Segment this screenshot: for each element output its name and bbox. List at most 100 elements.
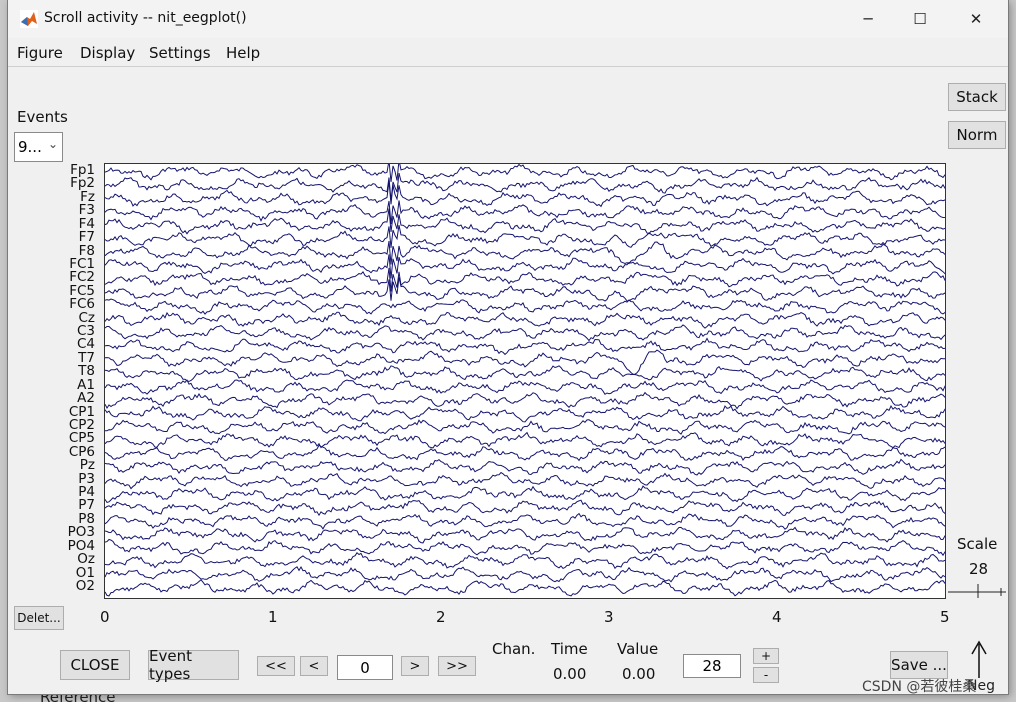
value-label: Value	[617, 640, 659, 658]
trace-p8	[105, 512, 945, 530]
eeg-traces	[105, 164, 945, 597]
matlab-icon	[20, 10, 38, 28]
trace-fc5	[105, 277, 945, 302]
scroll-prev-button[interactable]: <	[300, 656, 328, 676]
spacing-increase-button[interactable]: +	[753, 648, 779, 664]
scale-label: Scale	[957, 535, 998, 553]
menu-help[interactable]: Help	[226, 44, 261, 62]
spacing-decrease-button[interactable]: -	[753, 667, 779, 683]
channel-label-p8: P8	[78, 510, 95, 527]
trace-oz	[105, 552, 945, 570]
trace-t7	[105, 349, 945, 375]
trace-cp6	[105, 444, 945, 462]
channel-label-po3: PO3	[67, 524, 95, 541]
trace-p4	[105, 485, 945, 503]
title-bar[interactable]: Scroll activity -- nit_eegplot() ─ ☐ ✕	[8, 0, 1008, 38]
trace-po3	[105, 526, 945, 544]
trace-c3	[105, 324, 945, 342]
trace-c4	[105, 337, 945, 356]
channel-label-cp6: CP6	[68, 443, 95, 460]
x-tick-label: 3	[604, 608, 614, 626]
neg-label: Neg	[967, 678, 995, 694]
maximize-button[interactable]: ☐	[913, 10, 927, 28]
menu-figure[interactable]: Figure	[17, 44, 63, 62]
scroll-last-button[interactable]: >>	[438, 656, 476, 676]
chevron-down-icon: ⌄	[47, 137, 58, 151]
trace-p7	[105, 499, 945, 517]
channel-label-cz: Cz	[78, 309, 95, 326]
trace-fc2	[105, 267, 945, 292]
channel-label-a1: A1	[77, 376, 95, 393]
channel-label-cp5: CP5	[68, 430, 95, 447]
trace-f4	[105, 208, 945, 235]
menu-bar: Figure Display Settings Help	[8, 38, 1008, 67]
close-button[interactable]: CLOSE	[60, 650, 130, 680]
eeg-plot-area[interactable]	[104, 163, 946, 599]
save-button[interactable]: Save ...	[890, 651, 948, 679]
trace-p3	[105, 471, 945, 490]
time-label: Time	[551, 640, 588, 658]
trace-o2	[105, 579, 945, 597]
scale-bar-icon	[948, 584, 1006, 598]
channel-label-po4: PO4	[67, 537, 95, 554]
channel-label-cp1: CP1	[68, 403, 95, 420]
minimize-button[interactable]: ─	[863, 10, 873, 28]
channel-label-fc1: FC1	[69, 255, 95, 272]
trace-fz	[105, 181, 945, 208]
events-selected-value: 9...	[18, 138, 42, 156]
events-label: Events	[17, 108, 68, 126]
menu-settings[interactable]: Settings	[149, 44, 211, 62]
channel-label-o1: O1	[75, 564, 95, 581]
trace-f7	[105, 225, 945, 248]
trace-cp1	[105, 404, 945, 423]
trace-fp1	[105, 164, 945, 183]
channel-label-f7: F7	[78, 229, 95, 246]
norm-button[interactable]: Norm	[948, 121, 1006, 149]
x-tick-label: 4	[772, 608, 782, 626]
position-input[interactable]: 0	[337, 655, 393, 680]
channel-label-f3: F3	[78, 202, 95, 219]
trace-f3	[105, 200, 945, 224]
channel-label-fp1: Fp1	[70, 162, 95, 178]
x-tick-label: 5	[940, 608, 950, 626]
trace-fc1	[105, 254, 945, 279]
scroll-first-button[interactable]: <<	[257, 656, 295, 676]
trace-cp5	[105, 431, 945, 449]
trace-o1	[105, 565, 945, 583]
events-dropdown[interactable]: 9... ⌄	[14, 132, 63, 162]
channel-label-f8: F8	[78, 242, 95, 259]
channel-label-t7: T7	[78, 349, 95, 366]
up-arrow-icon	[971, 640, 987, 678]
delete-button[interactable]: Delet...	[14, 606, 64, 630]
trace-t8	[105, 365, 945, 382]
channel-label-oz: Oz	[77, 551, 95, 568]
close-window-button[interactable]: ✕	[969, 10, 983, 28]
trace-f8	[105, 241, 945, 265]
channel-label-p7: P7	[78, 497, 95, 514]
window-title: Scroll activity -- nit_eegplot()	[44, 10, 247, 26]
channel-label-o2: O2	[75, 578, 95, 594]
channel-label-c4: C4	[76, 336, 95, 353]
channel-label-p3: P3	[78, 470, 95, 487]
trace-cp2	[105, 419, 945, 435]
stack-button[interactable]: Stack	[948, 83, 1006, 111]
channel-label-cp2: CP2	[68, 416, 95, 433]
trace-a1	[105, 379, 945, 395]
spacing-input[interactable]: 28	[683, 654, 741, 678]
channel-label-fc5: FC5	[69, 282, 95, 299]
channel-label-p4: P4	[78, 484, 95, 501]
channel-label-c3: C3	[76, 323, 95, 340]
value-value: 0.00	[622, 665, 656, 683]
event-types-button[interactable]: Event types	[148, 647, 239, 683]
trace-fc6	[105, 298, 945, 315]
channel-label-fc6: FC6	[69, 296, 95, 313]
chan-label: Chan.	[492, 640, 536, 658]
trace-pz	[105, 458, 945, 476]
trace-fp2	[105, 172, 945, 201]
x-tick-label: 0	[100, 608, 110, 626]
channel-label-pz: Pz	[79, 457, 95, 474]
menu-display[interactable]: Display	[80, 44, 136, 62]
channel-label-a2: A2	[77, 390, 95, 407]
channel-label-fp2: Fp2	[70, 175, 95, 192]
scroll-next-button[interactable]: >	[401, 656, 429, 676]
